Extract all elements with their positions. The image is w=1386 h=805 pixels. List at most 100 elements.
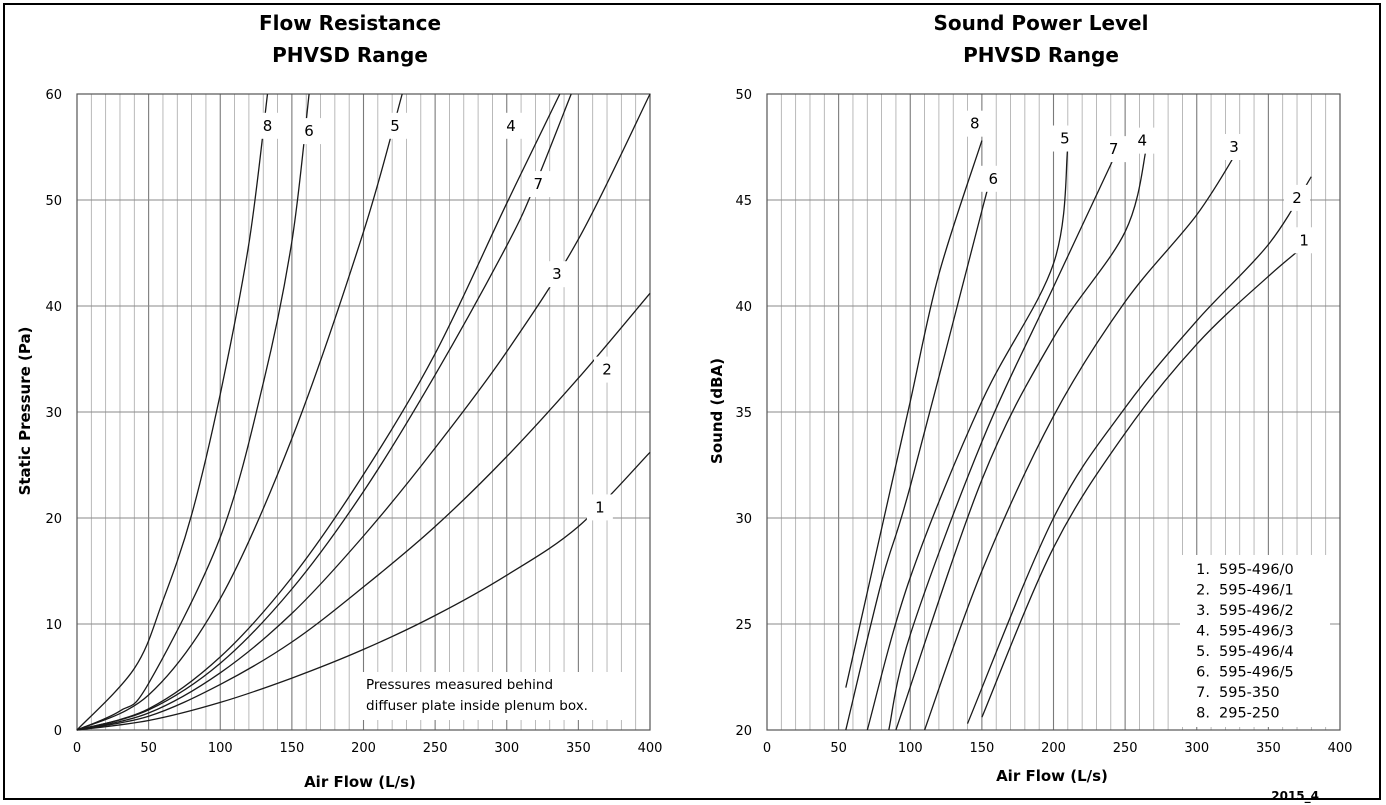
y-axis-label: Sound (dBA): [708, 358, 726, 464]
curve-label-bg: [594, 356, 621, 383]
legend-entry-label: 595-496/5: [1219, 665, 1294, 681]
y-tick-label: 0: [54, 724, 62, 739]
legend-entry-label: 595-496/3: [1219, 624, 1294, 640]
curve-label-bg: [1220, 134, 1247, 160]
y-tick-label: 40: [45, 300, 62, 315]
curve-4: [76, 93, 561, 731]
y-tick-label: 30: [735, 512, 752, 527]
y-tick-label: 25: [735, 618, 752, 633]
curve-2: [76, 292, 651, 731]
legend-entry-label: 595-496/2: [1219, 603, 1294, 619]
curve-label-8: 8: [970, 115, 980, 133]
curve-1: [981, 239, 1312, 718]
curve-8: [845, 140, 983, 688]
curve-5: [866, 146, 1069, 731]
curve-label-bg: [543, 261, 570, 288]
legend: 1. 595-496/0 2. 595-496/1 3. 595-496/2 4. 595-4…: [1196, 562, 1294, 722]
curve-label-bg: [980, 165, 1007, 192]
curve-2: [966, 176, 1312, 724]
flow-resistance-chart: Flow Resistance PHVSD Range 1 2 3 4 5 6 7 8 0 50…: [16, 11, 662, 791]
x-tick-label: 0: [73, 741, 81, 756]
curve-label-bg: [254, 112, 281, 139]
x-tick-label: 50: [830, 741, 847, 756]
curve-label-5: 5: [390, 117, 400, 135]
y-tick-label: 50: [735, 88, 752, 103]
curve-3: [923, 146, 1241, 731]
curve-6: [845, 186, 989, 731]
curve-label-6: 6: [989, 170, 999, 188]
annotation-line-1: Pressures measured behind: [366, 677, 553, 693]
curve-label-bg: [1051, 125, 1078, 152]
curve-3: [76, 93, 651, 731]
curve-label-bg: [296, 118, 323, 145]
y-tick-label: 50: [45, 194, 62, 209]
y-tick-label: 35: [735, 406, 752, 421]
x-tick-label: 300: [494, 741, 519, 756]
curve-8: [76, 93, 269, 731]
grid-lines: [76, 93, 651, 731]
curve-label-bg: [586, 494, 613, 521]
curve-label-bg: [1100, 136, 1127, 163]
figure-frame: [3, 3, 1381, 800]
curve-label-2: 2: [602, 361, 612, 379]
legend-entry-number: 8.: [1196, 706, 1210, 722]
curve-label-4: 4: [506, 117, 516, 135]
tick-labels: 0 50 100 150 200 250 300 350 400 0 10 20 30 40 50 60: [45, 88, 662, 756]
annotation-box: [355, 672, 625, 720]
x-tick-label: 150: [279, 741, 304, 756]
curve-label-5: 5: [1060, 130, 1070, 148]
y-tick-label: 20: [735, 724, 752, 739]
legend-box: [1180, 555, 1330, 727]
curve-label-4: 4: [1138, 132, 1148, 150]
x-tick-label: 200: [1041, 741, 1066, 756]
x-tick-label: 250: [1113, 741, 1138, 756]
legend-entry-label: 295-250: [1219, 706, 1280, 722]
curve-label-bg: [1291, 227, 1318, 254]
legend-entry-number: 7.: [1196, 685, 1210, 701]
curve-labels: 1 2 3 4 5 6 7 8: [961, 110, 1318, 254]
legend-entry-number: 6.: [1196, 665, 1210, 681]
chart-title-line-2: PHVSD Range: [272, 43, 428, 67]
chart-title-line-1: Sound Power Level: [934, 11, 1149, 35]
curve-label-7: 7: [533, 175, 543, 193]
curve-5: [76, 93, 403, 731]
y-tick-label: 10: [45, 618, 62, 633]
x-tick-label: 400: [638, 741, 663, 756]
curve-1: [76, 451, 651, 731]
y-tick-label: 30: [45, 406, 62, 421]
x-axis-label: Air Flow (L/s): [304, 773, 416, 791]
curve-label-bg: [498, 112, 525, 139]
legend-entry-number: 3.: [1196, 603, 1210, 619]
curve-label-bg: [1284, 184, 1311, 211]
legend-entry-label: 595-350: [1219, 685, 1280, 701]
legend-entry-number: 4.: [1196, 624, 1210, 640]
curve-label-bg: [525, 171, 552, 198]
curve-label-1: 1: [1299, 231, 1309, 249]
curve-label-bg: [961, 110, 988, 137]
y-tick-label: 20: [45, 512, 62, 527]
x-axis-label: Air Flow (L/s): [996, 767, 1108, 785]
curve-label-3: 3: [552, 265, 562, 283]
y-tick-label: 45: [735, 194, 752, 209]
y-tick-label: 60: [45, 88, 62, 103]
legend-entry-label: 595-496/1: [1219, 583, 1294, 599]
curve-label-6: 6: [304, 122, 314, 140]
x-tick-label: 100: [208, 741, 233, 756]
annotation-line-2: diffuser plate inside plenum box.: [366, 698, 588, 714]
curve-label-3: 3: [1229, 138, 1239, 156]
legend-entry-number: 5.: [1196, 644, 1210, 660]
curve-label-2: 2: [1292, 189, 1302, 207]
curve-6: [76, 93, 310, 731]
x-tick-label: 200: [351, 741, 376, 756]
x-tick-label: 350: [1256, 741, 1281, 756]
x-tick-label: 400: [1328, 741, 1353, 756]
curve-label-bg: [1129, 127, 1156, 154]
x-tick-label: 300: [1184, 741, 1209, 756]
curve-label-8: 8: [263, 117, 273, 135]
legend-entry-number: 2.: [1196, 583, 1210, 599]
x-tick-label: 50: [140, 741, 157, 756]
legend-entry-label: 595-496/0: [1219, 562, 1294, 578]
